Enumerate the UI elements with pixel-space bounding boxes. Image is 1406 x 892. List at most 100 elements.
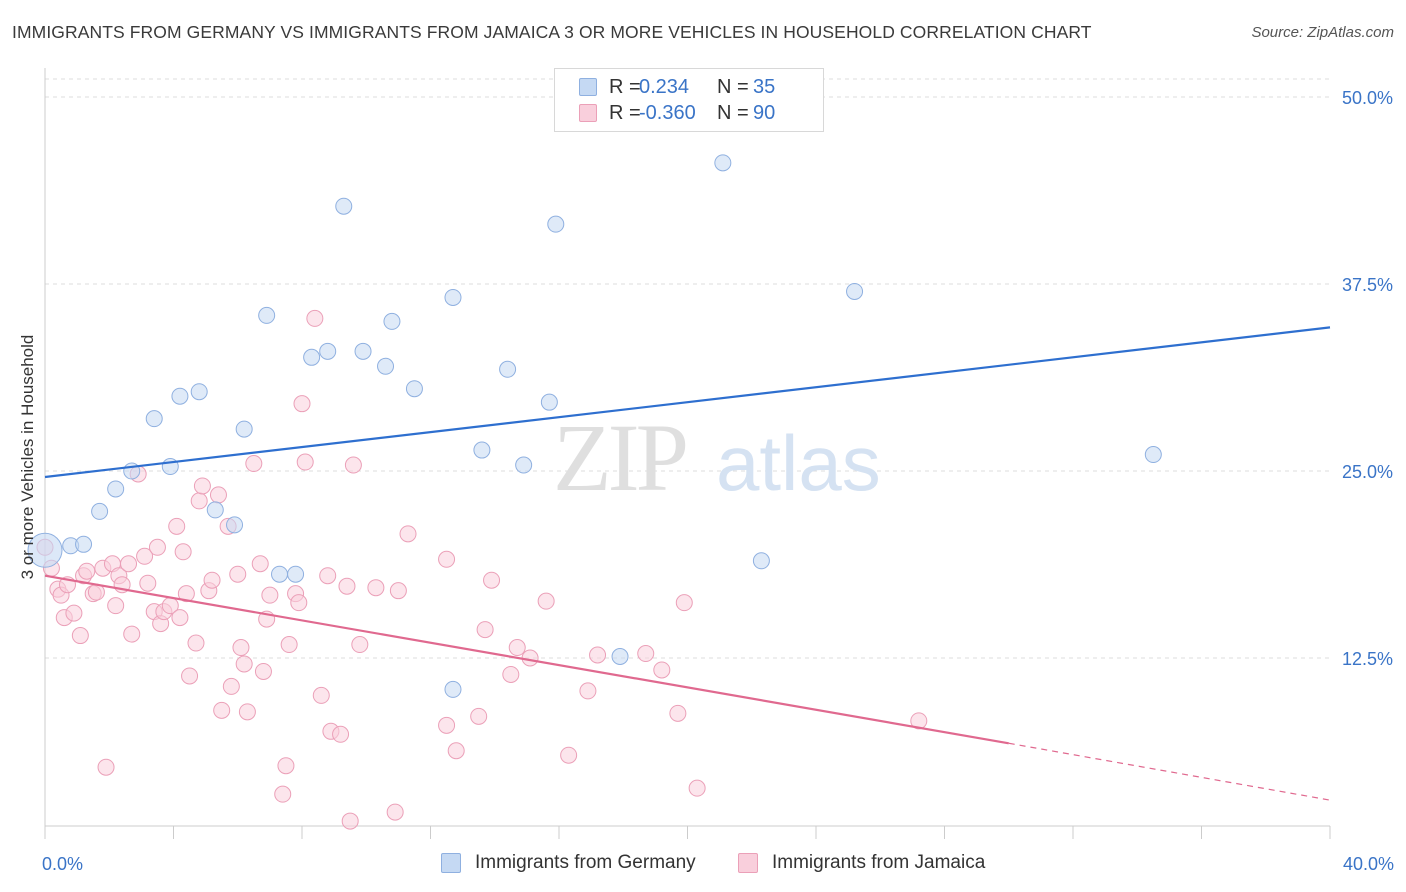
- germany-point: [206, 501, 224, 519]
- germany-point: [75, 535, 93, 553]
- jamaica-trendline-extension: [1008, 742, 1331, 801]
- jamaica-point: [209, 486, 227, 504]
- germany-point: [405, 380, 423, 398]
- germany-point: [145, 410, 163, 428]
- chart-title: IMMIGRANTS FROM GERMANY VS IMMIGRANTS FR…: [12, 22, 1092, 42]
- germany-point: [335, 197, 353, 215]
- germany-point: [473, 441, 491, 459]
- jamaica-point: [306, 309, 324, 327]
- germany-point: [91, 502, 109, 520]
- jamaica-point: [78, 562, 96, 580]
- tick-labels-layer: 12.5% 25.0% 37.5% 50.0% 0.0% 40.0%: [42, 88, 1394, 874]
- jamaica-point: [502, 665, 520, 683]
- germany-point: [547, 215, 565, 233]
- jamaica-point: [438, 550, 456, 568]
- jamaica-point: [245, 455, 263, 473]
- germany-point: [107, 480, 125, 498]
- legend-item-germany: Immigrants from Germany: [441, 852, 696, 874]
- jamaica-point: [177, 585, 195, 603]
- jamaica-point: [290, 594, 308, 612]
- watermark: ZIP atlas: [553, 404, 881, 511]
- jamaica-point: [277, 757, 295, 775]
- legend-row-germany: R = 0.234 N = 35: [579, 75, 775, 99]
- germany-point: [303, 348, 321, 366]
- germany-trendline: [44, 326, 1331, 479]
- jamaica-point: [312, 686, 330, 704]
- jamaica-point: [560, 746, 578, 764]
- jamaica-point: [483, 571, 501, 589]
- legend-row-jamaica: R = -0.360 N = 90: [579, 101, 775, 125]
- jamaica-point: [296, 453, 314, 471]
- germany-point: [752, 552, 770, 570]
- jamaica-point: [910, 712, 928, 730]
- jamaica-points-layer: [36, 309, 928, 830]
- legend-label-jamaica: Immigrants from Jamaica: [772, 852, 986, 873]
- axis-layer: [44, 68, 1331, 839]
- y-tick-label: 25.0%: [1342, 462, 1393, 482]
- germany-points-layer: [27, 154, 1162, 698]
- watermark-zip: ZIP: [553, 404, 686, 511]
- jamaica-point: [181, 667, 199, 685]
- jamaica-point: [213, 701, 231, 719]
- germany-point: [846, 282, 864, 300]
- legend-item-jamaica: Immigrants from Jamaica: [738, 852, 985, 874]
- germany-point: [714, 154, 732, 172]
- jamaica-swatch: [738, 853, 758, 873]
- trend-layer: [44, 326, 1331, 801]
- jamaica-point: [261, 586, 279, 604]
- jamaica-point: [190, 492, 208, 510]
- jamaica-point: [351, 636, 369, 654]
- germany-point: [515, 456, 533, 474]
- jamaica-point: [319, 567, 337, 585]
- jamaica-point: [476, 621, 494, 639]
- jamaica-point: [579, 682, 597, 700]
- germany-point: [271, 565, 289, 583]
- jamaica-point: [120, 555, 138, 573]
- germany-point: [190, 383, 208, 401]
- jamaica-point: [389, 582, 407, 600]
- jamaica-point: [238, 703, 256, 721]
- jamaica-point: [168, 517, 186, 535]
- germany-point: [319, 342, 337, 360]
- jamaica-point: [222, 677, 240, 695]
- jamaica-point: [280, 636, 298, 654]
- germany-point: [226, 516, 244, 534]
- n-label: N =: [717, 101, 749, 124]
- germany-swatch: [441, 853, 461, 873]
- jamaica-point: [123, 625, 141, 643]
- germany-point: [383, 312, 401, 330]
- jamaica-n-value: 90: [753, 101, 776, 124]
- jamaica-point: [470, 707, 488, 725]
- jamaica-point: [669, 704, 687, 722]
- jamaica-point: [688, 779, 706, 797]
- germany-swatch: [579, 78, 597, 96]
- x-tick-label: 40.0%: [1343, 854, 1394, 874]
- jamaica-point: [344, 456, 362, 474]
- jamaica-point: [174, 543, 192, 561]
- jamaica-point: [341, 812, 359, 830]
- jamaica-point: [235, 655, 253, 673]
- jamaica-point: [537, 592, 555, 610]
- jamaica-point: [447, 742, 465, 760]
- jamaica-point: [148, 538, 166, 556]
- jamaica-r-value: -0.360: [639, 101, 696, 124]
- germany-point: [27, 532, 63, 568]
- series-legend: Immigrants from Germany Immigrants from …: [0, 852, 1406, 878]
- jamaica-point: [251, 555, 269, 573]
- germany-point: [1144, 446, 1162, 464]
- y-tick-label: 12.5%: [1342, 649, 1393, 669]
- jamaica-point: [139, 574, 157, 592]
- jamaica-point: [254, 662, 272, 680]
- germany-point: [354, 342, 372, 360]
- jamaica-point: [675, 594, 693, 612]
- legend-label-germany: Immigrants from Germany: [475, 852, 696, 873]
- jamaica-point: [367, 579, 385, 597]
- germany-n-value: 35: [753, 75, 776, 98]
- jamaica-point: [338, 577, 356, 595]
- germany-point: [171, 387, 189, 405]
- germany-point: [444, 288, 462, 306]
- jamaica-point: [187, 634, 205, 652]
- jamaica-swatch: [579, 104, 597, 122]
- r-label: R =: [609, 75, 641, 98]
